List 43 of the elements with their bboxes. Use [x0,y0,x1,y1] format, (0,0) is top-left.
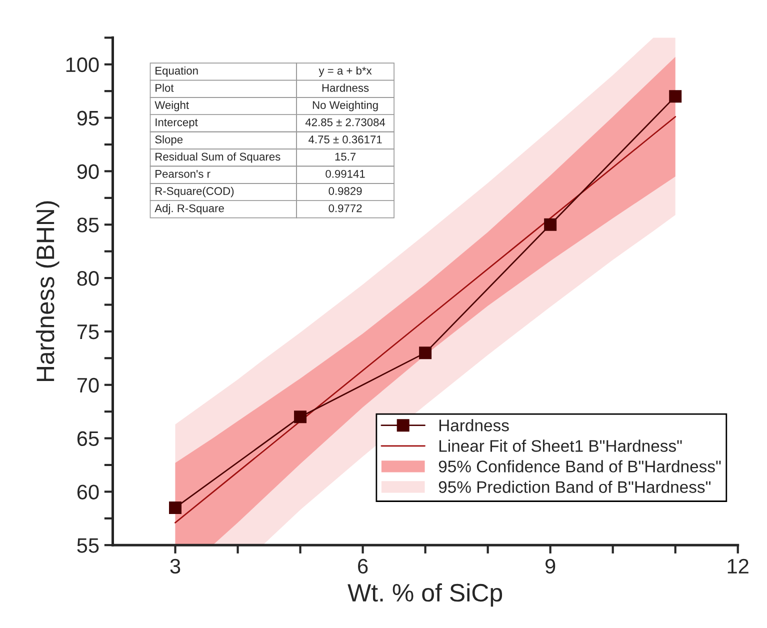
point [169,501,182,514]
y-axis-title: Hardness (BHN) [36,201,60,382]
y-tick-label: 100 [66,57,99,72]
annotation: 42.85 ± 2.73084 [305,118,386,126]
legend-label: 95% Prediction Band of B"Hardness" [438,480,710,493]
annotation: 15.7 [335,152,356,161]
y-tick-label: 55 [77,538,99,553]
point [419,346,432,360]
legend-label: Linear Fit of Sheet1 B"Hardness" [439,440,682,452]
x-tick-label: 9 [546,558,556,574]
legend-label: 95% Confidence Band of B"Hardness" [438,460,721,472]
y-tick-label: 80 [77,271,99,286]
x-tick-label: 12 [728,558,748,574]
legend-label: Hardness [439,419,509,432]
y-tick-label: 70 [77,378,99,393]
annotation: Equation [156,66,198,77]
x-tick-label: 3 [170,558,180,574]
point [294,410,307,424]
y-tick-label: 60 [77,484,99,500]
annotation: R-Square(COD) [156,186,234,198]
y-tick-label: 90 [77,164,99,179]
x-tick-label: 6 [358,558,368,574]
annotation: Weight [154,100,189,112]
annotation: Residual Sum of Squares [156,152,280,163]
annotation: 0.9829 [328,187,362,196]
annotation: No Weighting [312,100,378,112]
y-tick-label: 85 [77,218,99,232]
annotation: Hardness [322,84,369,92]
point [669,90,682,103]
annotation: 0.9772 [328,204,362,212]
annotation: Intercept [156,118,198,128]
annotation: Plot [156,84,174,92]
annotation: Adj. R-Square [154,204,224,214]
annotation: Pearson's r [156,170,210,178]
annotation: Slope [155,135,183,146]
x-axis-title: Wt. % of SiCp [348,583,502,607]
annotation: 0.99141 [326,170,365,178]
annotation: y = a + b*x [318,66,372,77]
point [544,218,557,231]
annotation: 4.75 ± 0.36171 [308,136,382,144]
y-tick-label: 95 [77,110,99,126]
y-tick-label: 75 [77,324,99,340]
y-tick-label: 65 [77,431,99,446]
